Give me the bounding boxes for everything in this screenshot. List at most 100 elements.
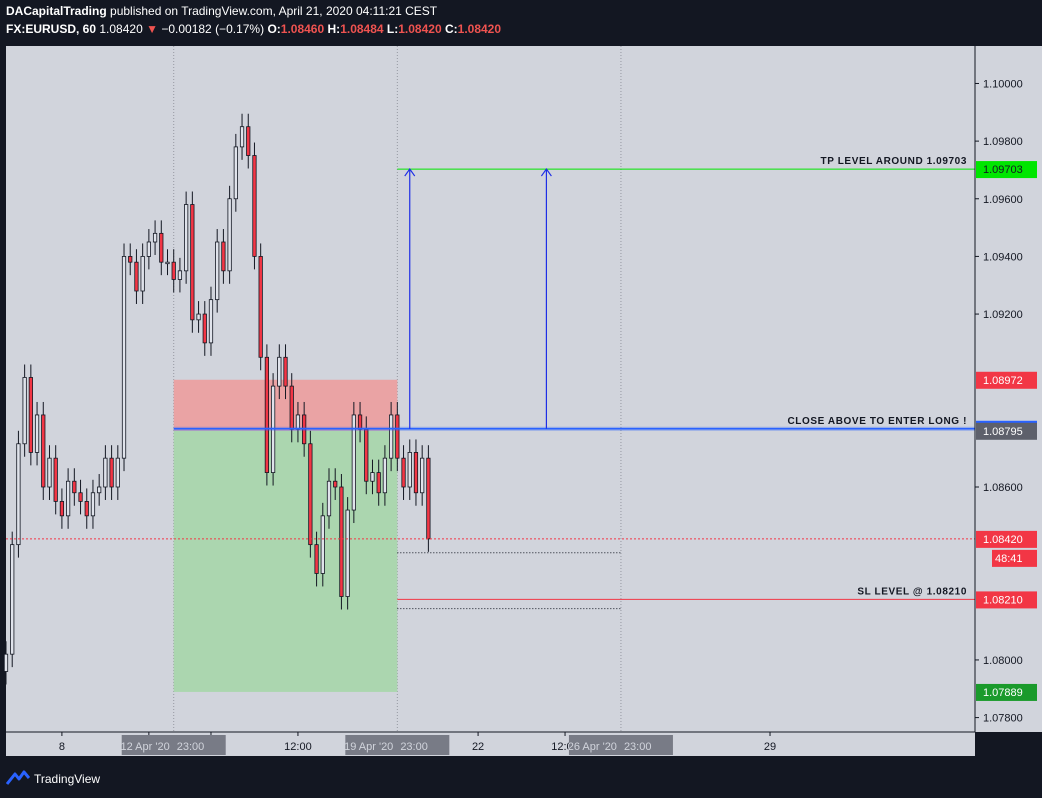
candle[interactable]	[152, 232, 158, 243]
candle[interactable]	[252, 155, 257, 257]
price-label[interactable]	[976, 161, 1037, 179]
candle[interactable]	[134, 261, 139, 292]
candle[interactable]	[364, 428, 369, 482]
candle[interactable]	[376, 472, 381, 494]
candle[interactable]	[3, 653, 9, 672]
price-label[interactable]	[976, 591, 1037, 609]
candle[interactable]	[165, 261, 170, 265]
candle[interactable]	[66, 480, 71, 517]
candle[interactable]	[140, 256, 145, 292]
level-annotation[interactable]: CLOSE ABOVE TO ENTER LONG !	[787, 416, 967, 427]
y-tick-label: 1.09800	[983, 136, 1023, 148]
low-value: 1.08420	[398, 22, 442, 36]
candle[interactable]	[90, 492, 96, 517]
candle[interactable]	[246, 126, 251, 156]
symbol-label[interactable]: FX:EURUSD, 60	[6, 22, 97, 36]
candle[interactable]	[426, 457, 431, 540]
range-marker[interactable]	[568, 735, 673, 755]
price-axis[interactable]	[975, 46, 1042, 732]
candle[interactable]	[351, 414, 356, 511]
candle[interactable]	[41, 414, 46, 488]
current-price-label[interactable]	[976, 530, 1037, 548]
candle[interactable]	[84, 501, 89, 517]
low-label: L:	[386, 22, 399, 36]
candle[interactable]	[420, 457, 425, 494]
candle[interactable]	[53, 457, 58, 502]
level-annotation[interactable]: SL LEVEL @ 1.08210	[857, 586, 967, 597]
range-marker[interactable]	[121, 735, 226, 755]
stop-zone[interactable]	[173, 430, 398, 692]
y-tick-label: 1.09200	[983, 309, 1023, 321]
candle[interactable]	[146, 241, 151, 257]
candle[interactable]	[320, 515, 325, 574]
candle[interactable]	[215, 241, 220, 301]
candle[interactable]	[196, 313, 201, 321]
candle[interactable]	[28, 377, 33, 453]
candle[interactable]	[389, 414, 394, 459]
candle[interactable]	[190, 204, 195, 321]
open-label: O:	[267, 22, 281, 36]
candle[interactable]	[171, 261, 176, 280]
change-value: −0.00182 (−0.17%)	[161, 22, 265, 36]
level-annotation[interactable]: TP LEVEL AROUND 1.09703	[821, 156, 967, 167]
candle[interactable]	[121, 256, 127, 459]
price-label[interactable]	[976, 422, 1037, 440]
candle[interactable]	[22, 377, 27, 445]
price-chart[interactable]: TP LEVEL AROUND 1.09703 CLOSE ABOVE TO EN…	[0, 0, 1042, 760]
candle[interactable]	[109, 457, 114, 488]
candle[interactable]	[128, 256, 133, 263]
candle[interactable]	[339, 486, 344, 597]
candle[interactable]	[78, 492, 83, 502]
candle[interactable]	[72, 480, 77, 494]
candle[interactable]	[34, 414, 40, 453]
price-label[interactable]	[976, 371, 1037, 389]
candle[interactable]	[258, 256, 263, 358]
candle[interactable]	[10, 544, 15, 655]
candle[interactable]	[326, 480, 332, 517]
candle[interactable]	[333, 480, 338, 488]
chart-header: DACapitalTrading published on TradingVie…	[0, 0, 1042, 42]
candle[interactable]	[401, 457, 406, 488]
candle[interactable]	[264, 356, 269, 473]
price-label-text: 1.08210	[983, 594, 1023, 606]
candle[interactable]	[177, 270, 183, 280]
candle[interactable]	[345, 509, 350, 597]
price-label[interactable]	[976, 683, 1037, 701]
candle[interactable]	[115, 457, 120, 488]
candle[interactable]	[395, 414, 400, 459]
y-tick-label: 1.07800	[983, 713, 1023, 725]
candle[interactable]	[227, 198, 232, 272]
y-tick-label: 1.09600	[983, 194, 1023, 206]
candle[interactable]	[47, 457, 52, 488]
candle[interactable]	[283, 356, 288, 387]
candle[interactable]	[59, 501, 65, 517]
candle[interactable]	[239, 126, 245, 148]
candle[interactable]	[277, 356, 282, 387]
candle[interactable]	[159, 232, 164, 263]
x-tick-label: 22	[472, 741, 484, 753]
y-tick-label: 1.09400	[983, 251, 1023, 263]
tradingview-brand[interactable]: TradingView	[34, 772, 101, 786]
author-name[interactable]: DACapitalTrading	[6, 4, 107, 18]
candle[interactable]	[370, 472, 375, 482]
tradingview-logo-icon[interactable]	[6, 770, 30, 786]
candle[interactable]	[289, 385, 294, 430]
candle[interactable]	[314, 544, 319, 574]
current-price-text: 1.08420	[983, 534, 1023, 546]
candle[interactable]	[308, 443, 313, 546]
candle[interactable]	[407, 452, 412, 488]
candle[interactable]	[103, 457, 108, 488]
candle[interactable]	[202, 313, 207, 344]
arrow-head-icon	[404, 168, 416, 177]
candle[interactable]	[233, 146, 238, 200]
candle[interactable]	[382, 457, 388, 494]
arrow-head-icon	[540, 168, 552, 177]
candle[interactable]	[413, 452, 419, 494]
plot-area[interactable]	[6, 46, 975, 732]
candle[interactable]	[16, 443, 21, 546]
candle[interactable]	[208, 299, 214, 344]
candle[interactable]	[221, 241, 226, 272]
range-marker[interactable]	[345, 735, 450, 755]
candle[interactable]	[97, 486, 102, 494]
candle[interactable]	[184, 204, 189, 272]
